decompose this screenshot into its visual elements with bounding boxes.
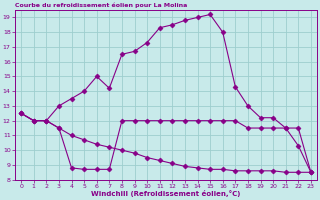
Text: Courbe du refroidissement éolien pour La Molina: Courbe du refroidissement éolien pour La…: [15, 3, 187, 8]
X-axis label: Windchill (Refroidissement éolien,°C): Windchill (Refroidissement éolien,°C): [91, 190, 241, 197]
